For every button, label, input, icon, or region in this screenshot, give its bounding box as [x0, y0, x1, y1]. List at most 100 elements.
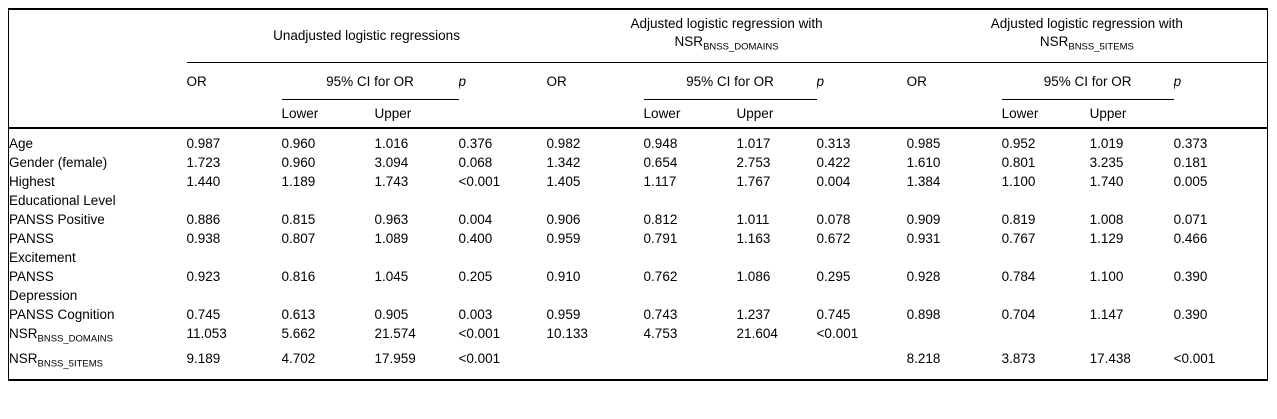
- value-cell: 1.440: [186, 174, 221, 189]
- row-label: Gender (female): [9, 155, 108, 170]
- value-cell: 9.189: [186, 350, 221, 366]
- group-title-text: Adjusted logistic regression with: [630, 16, 823, 32]
- value-cell: 0.952: [1001, 136, 1036, 151]
- spacer-cell: [906, 99, 1002, 129]
- value-cell: 0.205: [458, 269, 493, 284]
- value-cell: 0.767: [1001, 231, 1036, 246]
- table-row: PANSS Cognition 0.745 0.613 0.905 0.003 0.959…: [9, 305, 1268, 324]
- upper-column-header: Upper: [1089, 99, 1174, 129]
- value-cell: 21.574: [374, 326, 416, 341]
- value-cell: 1.147: [1089, 307, 1124, 322]
- value-cell: 21.604: [736, 326, 778, 341]
- value-cell: 0.376: [458, 136, 493, 151]
- value-cell: 1.384: [906, 174, 941, 189]
- value-cell: 0.181: [1173, 155, 1208, 170]
- row-label: Highest Educational Level: [9, 174, 116, 208]
- value-cell: 0.923: [186, 269, 221, 284]
- nsr-base: NSR: [1039, 34, 1069, 50]
- value-cell: 0.373: [1173, 136, 1208, 151]
- value-cell: 0.313: [816, 136, 851, 151]
- upper-column-header: Upper: [374, 99, 459, 129]
- table-header: Unadjusted logistic regressions Adjusted…: [8, 9, 1268, 129]
- value-cell: 0.886: [186, 212, 221, 227]
- value-cell: 0.948: [643, 136, 678, 151]
- value-cell: 0.422: [816, 155, 851, 170]
- p-column-header: p: [816, 73, 825, 89]
- table-body: Age 0.987 0.960 1.016 0.376 0.982 0.948 1.017 0.…: [9, 128, 1268, 380]
- value-cell: 0.743: [643, 307, 678, 322]
- value-cell: 11.053: [186, 326, 227, 341]
- value-cell: 0.960: [281, 155, 316, 170]
- value-cell: 2.753: [736, 155, 771, 170]
- value-cell: <0.001: [458, 326, 501, 341]
- value-cell: 1.089: [374, 231, 409, 246]
- nsr-subscript: BNSS_5ITEMS: [1068, 41, 1134, 53]
- table-row: Gender (female) 1.723 0.960 3.094 0.068 1.342…: [9, 153, 1268, 172]
- spacer-cell: [816, 99, 907, 129]
- value-cell: 0.654: [643, 155, 678, 170]
- value-cell: 0.745: [186, 307, 221, 322]
- value-cell: 1.045: [374, 269, 409, 284]
- value-cell: 0.613: [281, 307, 316, 322]
- value-cell: 1.237: [736, 307, 771, 322]
- regression-results-table: Unadjusted logistic regressions Adjusted…: [8, 8, 1269, 381]
- value-cell: 0.898: [906, 307, 941, 322]
- row-label: PANSS Excitement: [9, 231, 76, 265]
- value-cell: [907, 324, 1002, 349]
- group-title-row: Unadjusted logistic regressions Adjusted…: [9, 9, 1268, 63]
- value-cell: 0.762: [643, 269, 678, 284]
- value-cell: 1.405: [546, 174, 581, 189]
- upper-column-header: Upper: [736, 99, 817, 129]
- value-cell: 0.003: [458, 307, 493, 322]
- lower-upper-row: Lower Upper Lower Upper Lower Upper: [8, 99, 1268, 129]
- value-cell: 0.815: [281, 212, 316, 227]
- value-cell: [1090, 324, 1174, 349]
- value-cell: [1002, 324, 1090, 349]
- value-cell: 1.011: [736, 212, 770, 227]
- nsr-base: NSR: [9, 350, 38, 366]
- value-cell: 1.100: [1089, 269, 1124, 284]
- row-label: PANSS Positive: [9, 212, 105, 227]
- spacer-cell: [8, 99, 187, 129]
- value-cell: 1.016: [374, 136, 409, 151]
- value-cell: 5.662: [281, 326, 316, 341]
- spacer-cell: [186, 99, 282, 129]
- value-cell: <0.001: [816, 326, 859, 341]
- table-row: Age 0.987 0.960 1.016 0.376 0.982 0.948 1.017 0.…: [9, 128, 1268, 153]
- or-column-header: OR: [186, 73, 207, 89]
- value-cell: 1.086: [736, 269, 771, 284]
- p-column-header: p: [1173, 73, 1182, 89]
- value-cell: 0.704: [1001, 307, 1036, 322]
- value-cell: [817, 349, 907, 381]
- value-cell: 0.400: [458, 231, 493, 246]
- value-cell: <0.001: [458, 174, 501, 189]
- value-cell: 0.004: [816, 174, 851, 189]
- row-label: PANSS Cognition: [9, 307, 115, 322]
- nsr-domains-term: NSRBNSS_DOMAINS: [675, 34, 779, 53]
- nsr-base: NSR: [9, 326, 38, 341]
- spacer-cell: [458, 99, 547, 129]
- value-cell: 1.189: [281, 174, 316, 189]
- value-cell: 0.005: [1173, 174, 1208, 189]
- value-cell: 0.390: [1173, 307, 1208, 322]
- value-cell: 0.390: [1173, 269, 1208, 284]
- value-cell: 1.342: [546, 155, 581, 170]
- value-cell: 4.702: [281, 350, 316, 366]
- value-cell: 0.928: [906, 269, 941, 284]
- value-cell: 3.235: [1089, 155, 1124, 170]
- value-cell: 0.963: [374, 212, 409, 227]
- value-cell: 1.008: [1089, 212, 1124, 227]
- value-cell: 0.068: [458, 155, 493, 170]
- value-cell: 0.071: [1173, 212, 1208, 227]
- group-title-text: Adjusted logistic regression with: [990, 16, 1183, 32]
- nsr-subscript: BNSS_5ITEMS: [37, 358, 103, 369]
- value-cell: 1.740: [1089, 174, 1124, 189]
- subheader-row: OR 95% CI for OR p OR 95% CI for OR p OR…: [9, 62, 1268, 100]
- row-label: PANSS Depression: [9, 269, 78, 303]
- lower-column-header: Lower: [1001, 99, 1090, 129]
- group-title-unadjusted: Unadjusted logistic regressions: [186, 9, 547, 63]
- value-cell: [1174, 324, 1268, 349]
- value-cell: 0.004: [458, 212, 493, 227]
- value-cell: 1.017: [736, 136, 771, 151]
- value-cell: 0.791: [643, 231, 678, 246]
